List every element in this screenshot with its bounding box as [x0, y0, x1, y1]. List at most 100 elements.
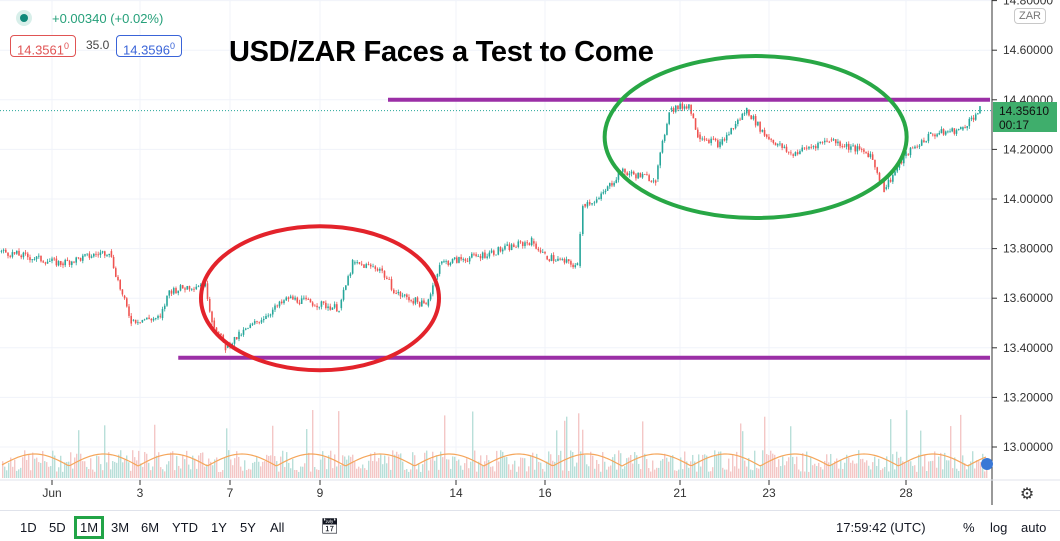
range-6m[interactable]: 6M	[141, 520, 160, 535]
volume-bar	[442, 457, 444, 478]
volume-bar	[832, 463, 834, 478]
volume-bar	[650, 471, 652, 478]
volume-bar	[858, 450, 860, 478]
volume-bar	[102, 470, 104, 478]
range-5y[interactable]: 5Y	[240, 520, 256, 535]
volume-bar	[76, 453, 78, 478]
range-1d[interactable]: 1D	[20, 520, 37, 535]
candle	[75, 257, 77, 263]
candle	[796, 152, 799, 155]
price-tick-label: 13.60000	[1003, 291, 1053, 305]
auto-scale-toggle[interactable]: auto	[1021, 520, 1047, 535]
volume-bar	[814, 463, 816, 478]
candle	[894, 171, 896, 176]
volume-bar	[510, 469, 512, 478]
buy-price-button[interactable]: 14.35960	[116, 35, 183, 57]
volume-bar	[166, 464, 168, 478]
goto-date-icon[interactable]: 📅︎	[320, 518, 340, 535]
volume-bar	[248, 468, 250, 478]
volume-bar	[146, 453, 148, 478]
candle	[418, 301, 421, 307]
candle	[137, 322, 139, 324]
bar-countdown: 00:17	[999, 118, 1030, 132]
volume-bar	[80, 453, 82, 478]
volume-bar	[204, 466, 206, 478]
volume-bar	[26, 459, 28, 478]
volume-bar	[792, 456, 794, 478]
volume-bar	[764, 416, 766, 478]
candle	[181, 285, 184, 289]
volume-bar	[162, 469, 164, 478]
range-5d[interactable]: 5D	[49, 520, 66, 535]
volume-bar	[12, 466, 14, 478]
candle	[410, 300, 412, 302]
percent-scale-toggle[interactable]: %	[963, 520, 975, 535]
volume-bar	[980, 461, 982, 478]
red-ellipse	[199, 224, 441, 373]
candle	[322, 301, 325, 303]
candle	[318, 306, 321, 308]
volume-bar	[308, 452, 310, 478]
candle	[646, 174, 648, 176]
candle	[331, 307, 334, 310]
volume-bar	[436, 455, 438, 478]
volume-bar	[432, 451, 434, 478]
ask-pip: 0	[170, 41, 176, 51]
candle	[179, 285, 182, 291]
volume-bar	[862, 458, 864, 478]
candle	[360, 263, 363, 265]
candle	[544, 251, 546, 254]
volume-bar	[748, 457, 750, 478]
volume-bar	[596, 459, 598, 478]
volume-bar	[464, 463, 466, 478]
range-1y[interactable]: 1Y	[211, 520, 227, 535]
volume-bar	[362, 464, 364, 478]
volume-bar	[884, 466, 886, 478]
candle	[300, 298, 303, 304]
volume-bar	[158, 452, 160, 478]
candle	[349, 273, 352, 277]
candle	[615, 179, 618, 183]
candle	[497, 247, 500, 255]
candle	[801, 147, 804, 152]
price-chart[interactable]: 14.8000014.6000014.4000014.2000014.00000…	[0, 0, 1060, 510]
volume-bar	[124, 459, 126, 478]
range-ytd[interactable]: YTD	[172, 520, 198, 535]
range-3m[interactable]: 3M	[111, 520, 130, 535]
volume-bar	[772, 453, 774, 478]
volume-bar	[504, 457, 506, 478]
volume-bar	[580, 451, 582, 478]
volume-bar	[474, 450, 476, 478]
volume-bar	[352, 454, 354, 478]
clock-time[interactable]: 17:59:42 (UTC)	[836, 520, 926, 535]
volume-bar	[732, 455, 734, 478]
volume-bar	[116, 462, 118, 478]
candle	[280, 301, 283, 304]
volume-bar	[524, 458, 526, 478]
candle	[338, 311, 340, 312]
candle	[220, 333, 222, 336]
volume-bar	[976, 460, 978, 478]
candle	[927, 133, 930, 142]
volume-bar	[978, 461, 980, 478]
volume-bar	[894, 469, 896, 478]
candle	[2, 249, 5, 251]
candle	[672, 108, 675, 112]
volume-bar	[446, 459, 448, 478]
candle	[768, 136, 770, 140]
candle	[157, 315, 159, 319]
candle	[841, 146, 844, 147]
candle	[779, 143, 781, 145]
candle	[414, 297, 417, 304]
candle	[932, 134, 934, 136]
range-1m[interactable]: 1M	[73, 516, 105, 539]
log-scale-toggle[interactable]: log	[990, 520, 1008, 535]
settings-gear-icon[interactable]: ⚙	[1020, 486, 1034, 503]
volume-bar	[670, 456, 672, 478]
candle	[929, 132, 932, 134]
volume-bar	[936, 467, 938, 478]
range-all[interactable]: All	[270, 520, 285, 535]
sell-price-button[interactable]: 14.35610	[10, 35, 77, 57]
currency-badge[interactable]: ZAR	[1014, 8, 1046, 24]
volume-bar	[314, 467, 316, 478]
